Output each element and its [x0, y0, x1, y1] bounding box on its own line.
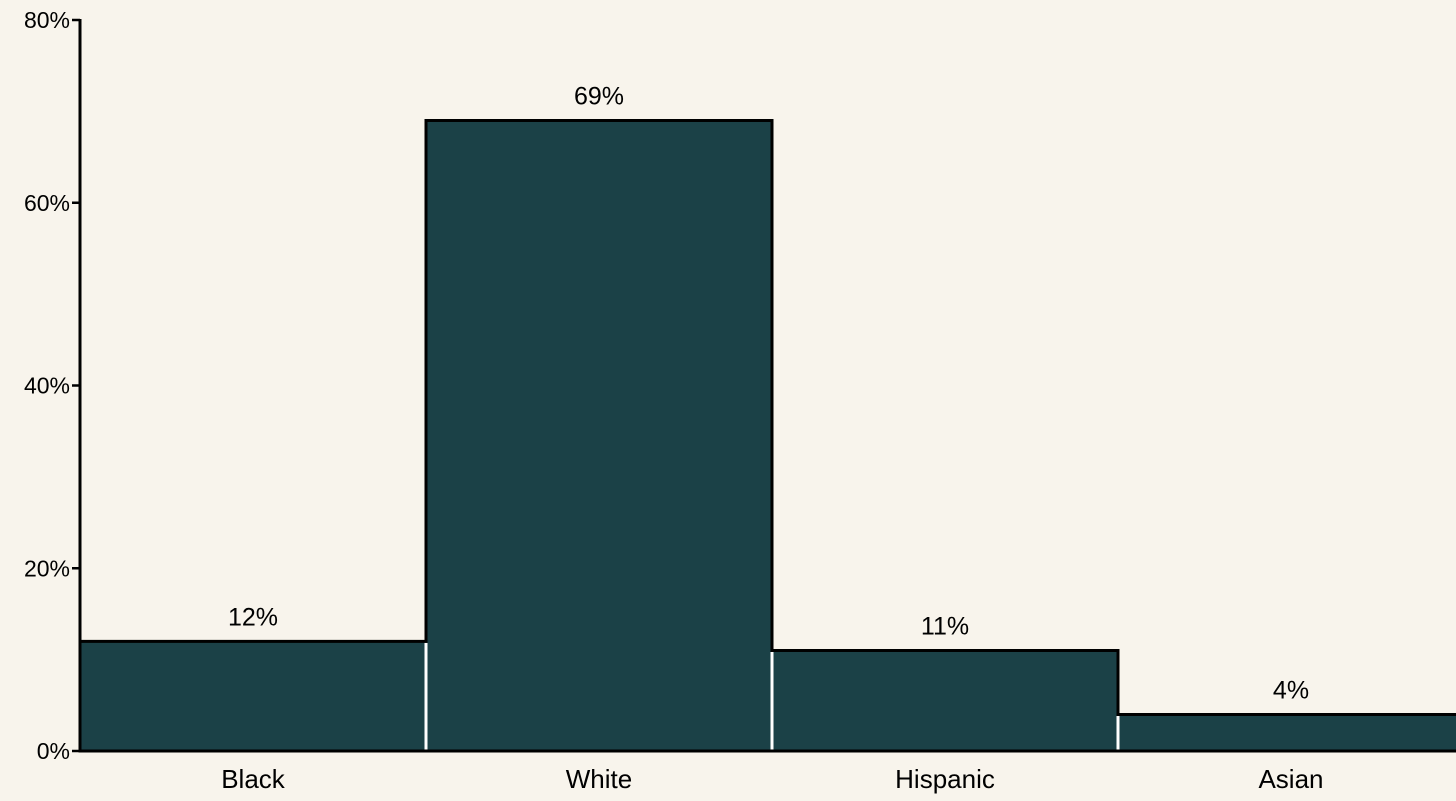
y-tick-label: 20% [24, 555, 70, 581]
y-tick-label: 0% [37, 738, 70, 764]
bar-separators [424, 642, 1120, 751]
y-tick-label: 60% [24, 190, 70, 216]
bar-step-outline [80, 119, 1456, 716]
bar-white [426, 120, 772, 751]
x-category-label: Black [221, 764, 286, 794]
labels-layer: Black 12% White 69% Hispanic 11% Asian 4% [221, 83, 1323, 794]
bar-outline [80, 119, 1456, 716]
data-label: 11% [921, 612, 969, 640]
bar-asian [1118, 714, 1456, 751]
data-label: 12% [228, 603, 278, 631]
data-label: 69% [574, 83, 624, 111]
x-category-label: White [566, 764, 632, 794]
bar-black [80, 641, 426, 751]
bar-hispanic [772, 650, 1118, 751]
y-axis: 0% 20% 40% 60% 80% [24, 7, 1456, 764]
x-category-label: Hispanic [895, 764, 995, 794]
x-category-label: Asian [1258, 764, 1323, 794]
y-tick-label: 40% [24, 373, 70, 399]
bars-layer [80, 120, 1456, 751]
data-label: 4% [1273, 676, 1309, 704]
y-tick-label: 80% [24, 7, 70, 33]
